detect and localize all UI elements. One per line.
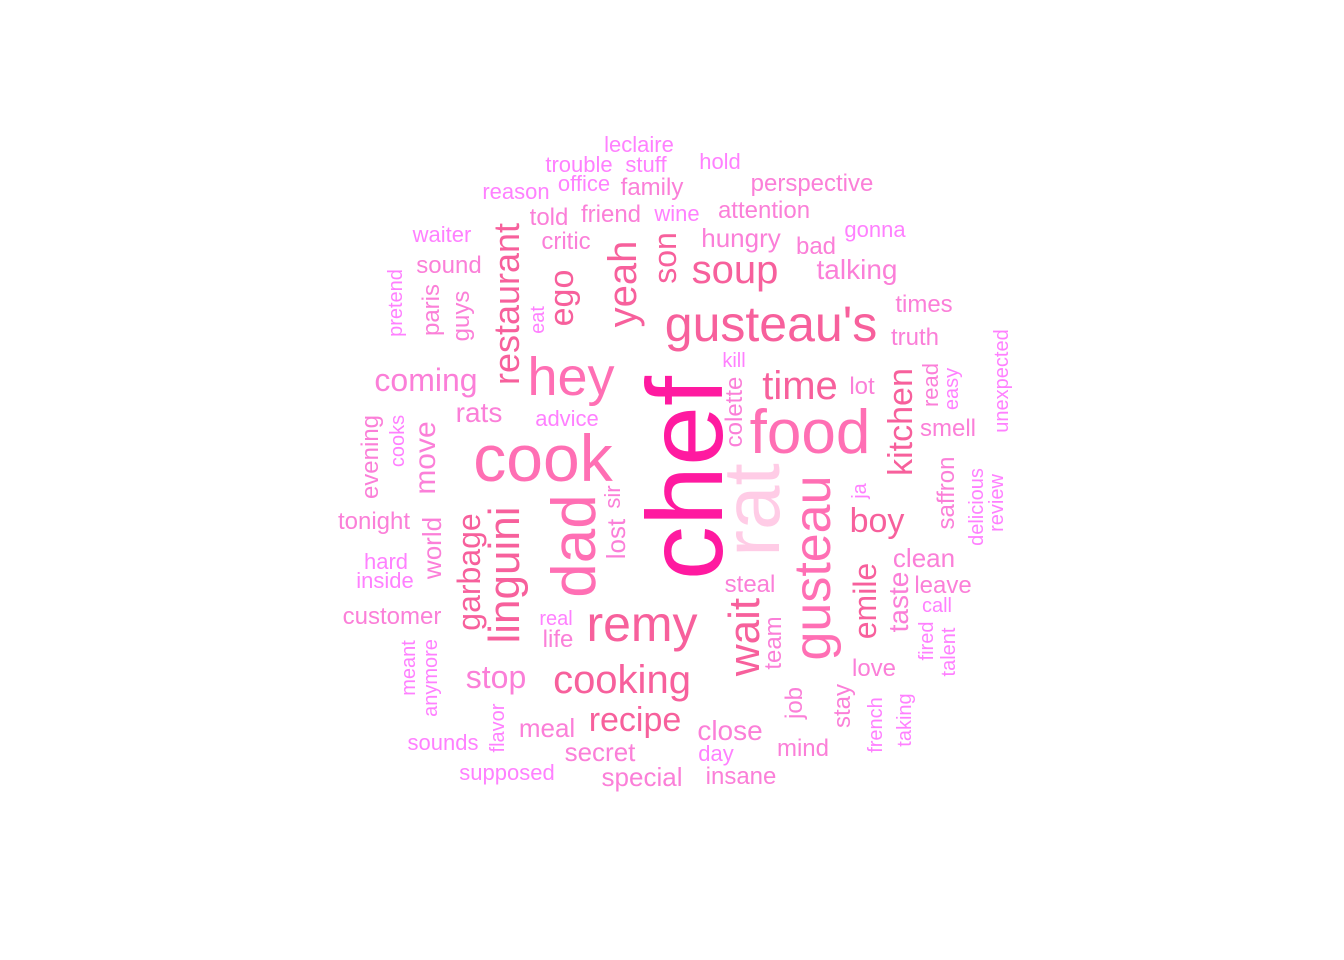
word-critic: critic [541, 228, 591, 255]
word-advice: advice [535, 406, 599, 431]
word-talking: talking [816, 254, 898, 285]
word-french: french [865, 697, 887, 753]
word-leave: leave [914, 572, 972, 599]
word-tonight: tonight [337, 508, 411, 535]
word-cooking: cooking [553, 658, 691, 702]
word-wine: wine [654, 201, 700, 226]
word-waiter: waiter [412, 222, 472, 247]
word-boy: boy [849, 502, 905, 540]
word-son: son [647, 232, 683, 284]
word-ego: ego [543, 269, 581, 327]
word-friend: friend [580, 201, 642, 228]
word-ja: ja [849, 483, 871, 499]
word-coming: coming [374, 362, 478, 398]
word-soup: soup [691, 248, 779, 292]
word-office: office [557, 171, 611, 196]
word-sounds: sounds [407, 730, 479, 755]
word-reason: reason [482, 179, 550, 204]
word-dad: dad [540, 494, 609, 598]
word-sir: sir [600, 485, 625, 509]
word-rats: rats [455, 397, 503, 428]
word-times: times [895, 291, 953, 318]
word-smell: smell [919, 415, 977, 442]
word-gusteau: gusteau [784, 475, 842, 661]
word-told: told [529, 204, 569, 231]
word-taste: taste [883, 571, 914, 633]
word-saffron: saffron [933, 456, 960, 530]
word-rat: rat [707, 463, 796, 557]
word-read: read [918, 362, 943, 408]
word-meant: meant [398, 640, 420, 696]
word-attention: attention [717, 197, 811, 224]
word-taking: taking [894, 693, 916, 747]
word-job: job [781, 686, 808, 720]
word-recipe: recipe [588, 701, 682, 739]
word-cook: cook [473, 421, 613, 495]
word-supposed: supposed [459, 760, 555, 785]
word-gusteau-s: gusteau's [664, 296, 878, 352]
word-talent: talent [938, 627, 960, 677]
word-paris: paris [418, 283, 445, 337]
word-real: real [539, 608, 573, 630]
word-stuff: stuff [625, 152, 667, 177]
word-world: world [417, 516, 447, 580]
word-life: life [542, 626, 574, 653]
word-time: time [762, 364, 838, 408]
word-yeah: yeah [601, 240, 645, 328]
word-steal: steal [724, 571, 776, 598]
word-bad: bad [795, 233, 837, 260]
word-guys: guys [448, 290, 475, 342]
word-trouble: trouble [545, 152, 613, 177]
word-hungry: hungry [701, 223, 781, 253]
word-eat: eat [527, 306, 549, 334]
word-secret: secret [564, 737, 636, 767]
word-flavor: flavor [487, 703, 509, 753]
word-kitchen: kitchen [882, 368, 920, 476]
word-family: family [620, 174, 684, 201]
word-team: team [760, 616, 787, 670]
word-mind: mind [776, 735, 830, 762]
word-hold: hold [699, 149, 741, 174]
word-sound: sound [416, 252, 482, 279]
word-hey: hey [527, 347, 615, 407]
word-perspective: perspective [750, 170, 874, 197]
word-pretend: pretend [385, 269, 407, 337]
word-stay: stay [829, 683, 856, 729]
word-anymore: anymore [420, 639, 442, 717]
word-stop: stop [465, 659, 527, 695]
word-special: special [601, 762, 683, 792]
word-unexpected: unexpected [991, 329, 1013, 433]
word-lost: lost [601, 518, 631, 560]
word-close: close [697, 715, 763, 746]
word-clean: clean [892, 543, 956, 573]
word-insane: insane [705, 763, 777, 790]
word-review: review [986, 474, 1008, 532]
word-gonna: gonna [844, 217, 906, 242]
word-kill: kill [722, 350, 746, 372]
word-truth: truth [890, 324, 940, 351]
word-delicious: delicious [966, 468, 988, 546]
word-move: move [409, 421, 442, 495]
word-inside: inside [356, 568, 414, 593]
word-evening: evening [357, 414, 384, 500]
word-hard: hard [363, 549, 409, 574]
word-love: love [851, 655, 897, 682]
word-cooks: cooks [387, 414, 409, 468]
word-day: day [698, 741, 734, 766]
word-fired: fired [916, 621, 938, 661]
word-leclaire: leclaire [604, 132, 674, 157]
word-emile: emile [847, 562, 883, 640]
word-colette: colette [721, 376, 748, 448]
word-garbage: garbage [451, 513, 487, 631]
word-linguini: linguini [480, 506, 529, 644]
word-easy: easy [941, 367, 963, 411]
word-lot: lot [849, 373, 875, 400]
word-call: call [921, 595, 953, 617]
word-customer: customer [342, 603, 442, 630]
word-restaurant: restaurant [486, 222, 527, 386]
word-remy: remy [586, 596, 698, 652]
word-meal: meal [518, 713, 576, 743]
word-food: food [749, 398, 871, 467]
